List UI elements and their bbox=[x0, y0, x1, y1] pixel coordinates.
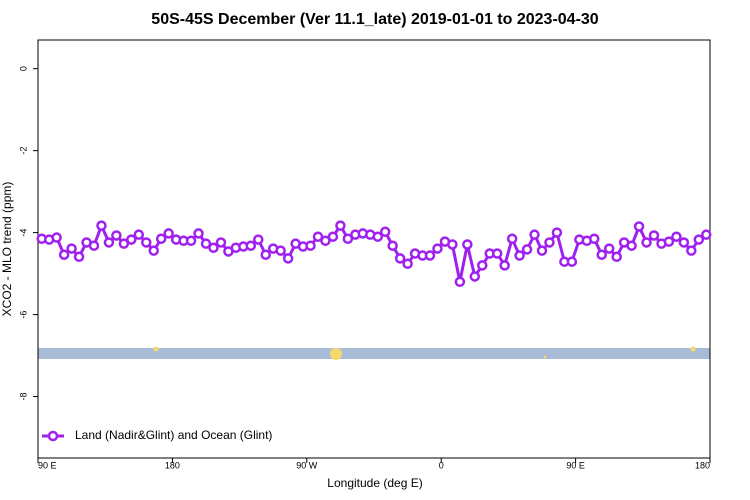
data-point bbox=[73, 251, 85, 263]
data-point bbox=[394, 253, 406, 264]
data-point bbox=[342, 233, 354, 245]
data-point bbox=[387, 240, 398, 251]
data-point bbox=[312, 231, 324, 242]
coverage-spot bbox=[690, 346, 696, 352]
x-tick-label: 0 bbox=[439, 460, 444, 470]
data-point bbox=[424, 250, 436, 261]
data-point bbox=[603, 243, 615, 254]
data-point bbox=[253, 234, 264, 245]
data-point bbox=[245, 240, 257, 251]
legend-marker bbox=[47, 430, 59, 442]
data-point bbox=[372, 231, 383, 242]
data-point bbox=[335, 220, 346, 231]
data-point bbox=[477, 260, 488, 271]
data-point bbox=[185, 235, 197, 247]
coverage-spot bbox=[153, 346, 159, 352]
data-point bbox=[148, 245, 159, 256]
data-point bbox=[521, 244, 533, 255]
data-point bbox=[111, 230, 122, 241]
data-point bbox=[193, 228, 204, 239]
data-point bbox=[141, 237, 152, 248]
data-point bbox=[88, 240, 100, 251]
data-point bbox=[693, 234, 705, 245]
data-point bbox=[208, 242, 219, 254]
data-point bbox=[432, 243, 443, 254]
data-point bbox=[200, 238, 212, 249]
data-point bbox=[126, 234, 137, 245]
data-point bbox=[671, 231, 682, 242]
x-tick-label: 90 W bbox=[296, 460, 318, 470]
data-point bbox=[447, 239, 458, 250]
data-point bbox=[611, 251, 622, 263]
data-point bbox=[275, 245, 286, 256]
plot-frame bbox=[37, 39, 711, 459]
data-point bbox=[663, 236, 675, 247]
data-point bbox=[596, 249, 607, 260]
data-point bbox=[327, 231, 339, 242]
data-point bbox=[633, 221, 645, 232]
data-point bbox=[626, 240, 637, 251]
data-point bbox=[66, 243, 77, 254]
y-tick-label: -6 bbox=[18, 311, 28, 319]
data-point bbox=[648, 230, 660, 241]
data-point bbox=[133, 229, 145, 240]
data-point bbox=[641, 237, 652, 248]
data-point bbox=[118, 238, 130, 249]
y-tick-label: -8 bbox=[18, 393, 28, 401]
data-point bbox=[260, 249, 271, 260]
x-tick-label: 90 E bbox=[38, 460, 57, 470]
coverage-spot bbox=[330, 348, 342, 360]
data-point bbox=[379, 226, 391, 238]
data-point bbox=[514, 250, 525, 261]
data-point bbox=[51, 232, 62, 243]
data-point bbox=[320, 235, 331, 247]
coverage-spot bbox=[543, 355, 547, 359]
data-point bbox=[103, 237, 115, 248]
y-tick-label: 0 bbox=[18, 66, 28, 71]
y-axis-label: XCO2 - MLO trend (ppm) bbox=[0, 182, 14, 317]
data-point bbox=[678, 237, 690, 248]
data-point bbox=[686, 245, 697, 256]
data-point bbox=[282, 253, 294, 264]
data-point bbox=[305, 240, 316, 251]
legend-label: Land (Nadir&Glint) and Ocean (Glint) bbox=[75, 428, 272, 442]
data-point bbox=[544, 237, 555, 248]
data-point bbox=[58, 249, 70, 260]
data-point bbox=[506, 233, 518, 245]
y-tick-label: -4 bbox=[18, 229, 28, 237]
data-point bbox=[215, 237, 227, 248]
data-point bbox=[96, 220, 107, 231]
chart-title: 50S-45S December (Ver 11.1_late) 2019-01… bbox=[151, 11, 599, 28]
data-point bbox=[469, 271, 481, 282]
x-tick-label: 180 bbox=[695, 460, 710, 470]
data-point bbox=[454, 276, 466, 288]
data-point bbox=[491, 248, 503, 259]
coverage-band bbox=[38, 348, 710, 359]
data-point bbox=[529, 229, 540, 240]
data-point bbox=[155, 233, 167, 245]
data-point bbox=[402, 258, 413, 270]
data-point bbox=[499, 260, 510, 271]
data-point bbox=[589, 233, 600, 245]
data-point bbox=[536, 245, 548, 256]
data-point bbox=[551, 227, 563, 238]
y-tick-label: -2 bbox=[18, 147, 28, 155]
data-point bbox=[701, 229, 712, 240]
x-tick-label: 180 bbox=[165, 460, 180, 470]
data-point bbox=[163, 228, 174, 239]
data-point bbox=[462, 239, 473, 250]
data-point bbox=[566, 256, 578, 267]
x-tick-label: 90 E bbox=[566, 460, 585, 470]
x-axis-label: Longitude (deg E) bbox=[327, 476, 422, 490]
